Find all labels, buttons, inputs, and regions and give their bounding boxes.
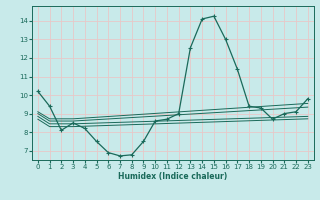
X-axis label: Humidex (Indice chaleur): Humidex (Indice chaleur): [118, 172, 228, 181]
